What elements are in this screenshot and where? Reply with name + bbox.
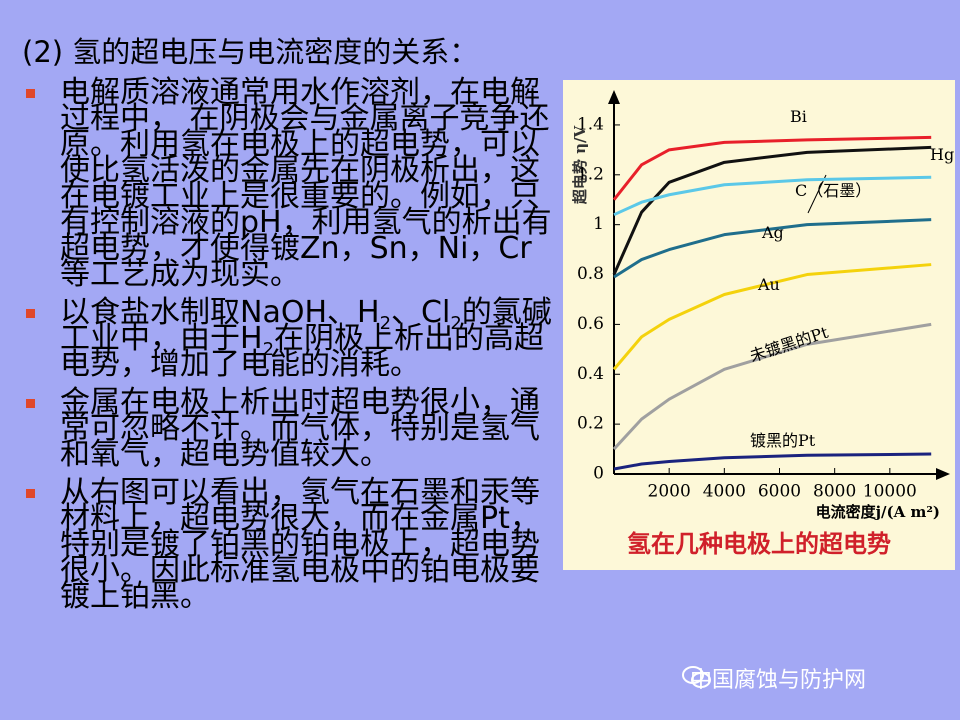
wechat-icon xyxy=(682,666,711,688)
curve-label: Hg xyxy=(930,145,954,164)
curve-label: Ag xyxy=(761,223,784,242)
run: 的氯碱工业中，由于H xyxy=(60,295,552,356)
leader-line xyxy=(807,174,827,214)
subscript: 2 xyxy=(379,313,392,334)
curve xyxy=(613,218,932,279)
bullet: 电解质溶液通常用水作溶剂，在电解过程中， 在阴极会与金属离子竞争还原。利用氢在电… xyxy=(26,78,555,290)
curve-label: 镀黑的Pt xyxy=(750,431,816,450)
curve-label: Bi xyxy=(790,107,807,126)
x-tick-label: 6000 xyxy=(758,482,801,502)
bullet-list: 电解质溶液通常用水作溶剂，在电解过程中， 在阴极会与金属离子竞争还原。利用氢在电… xyxy=(26,78,555,622)
figure-background xyxy=(563,80,955,570)
slide-title: (2) 氢的超电压与电流密度的关系： xyxy=(22,35,479,69)
curve-label: Au xyxy=(757,275,780,294)
curve xyxy=(613,452,932,471)
x-tick-label: 4000 xyxy=(703,482,746,502)
curve-label: 未镀黑的Pt xyxy=(747,322,831,365)
y-arrow xyxy=(608,90,620,104)
x-tick-label: 10000 xyxy=(863,482,917,502)
y-axis-label: 超电势 η/V xyxy=(571,126,589,206)
run: 、Cl xyxy=(391,295,451,330)
curve xyxy=(612,322,932,451)
curve xyxy=(612,263,932,371)
run: 以食盐水制取NaOH、H xyxy=(60,295,380,330)
x-tick-label: 2000 xyxy=(648,482,691,502)
watermark: 中国腐蚀与防护网 xyxy=(690,668,867,693)
y-tick-label: 0.8 xyxy=(577,264,604,284)
figure-caption: 氢在几种电极上的超电势 xyxy=(627,529,891,558)
bullet: 以食盐水制取NaOH、H2、Cl2的氯碱工业中，由于H2在阴极上析出的高超电势，… xyxy=(26,298,555,380)
curve-label: C（石墨） xyxy=(795,181,871,200)
bullet: 金属在电极上析出时超电势很小，通常可忽略不计。而气体，特别是氢气和氧气，超电势值… xyxy=(26,388,555,470)
y-tick-label: 1.2 xyxy=(577,164,604,184)
y-tick-label: 1 xyxy=(593,214,604,234)
y-tick-label: 0.6 xyxy=(577,314,604,334)
curve xyxy=(613,175,932,217)
x-tick-label: 8000 xyxy=(813,482,856,502)
bullet: 从右图可以看出，氢气在石墨和汞等材料上，超电势很大，而在金属Pt，特别是镀了铂黑… xyxy=(26,478,555,612)
y-tick-label: 1.4 xyxy=(577,114,604,134)
x-arrow xyxy=(936,468,950,480)
subscript: 2 xyxy=(262,339,275,360)
y-tick-label: 0.4 xyxy=(577,364,604,384)
curve xyxy=(612,145,932,276)
subscript: 2 xyxy=(450,313,462,334)
y-tick-label: 0.2 xyxy=(577,414,604,434)
y-tick-label: 0 xyxy=(593,464,604,484)
run: 在阴极上析出的高超电势，增加了电能的消耗。 xyxy=(60,321,545,382)
curve xyxy=(612,135,932,201)
x-axis-label: 电流密度j/(A m²) xyxy=(816,503,940,521)
